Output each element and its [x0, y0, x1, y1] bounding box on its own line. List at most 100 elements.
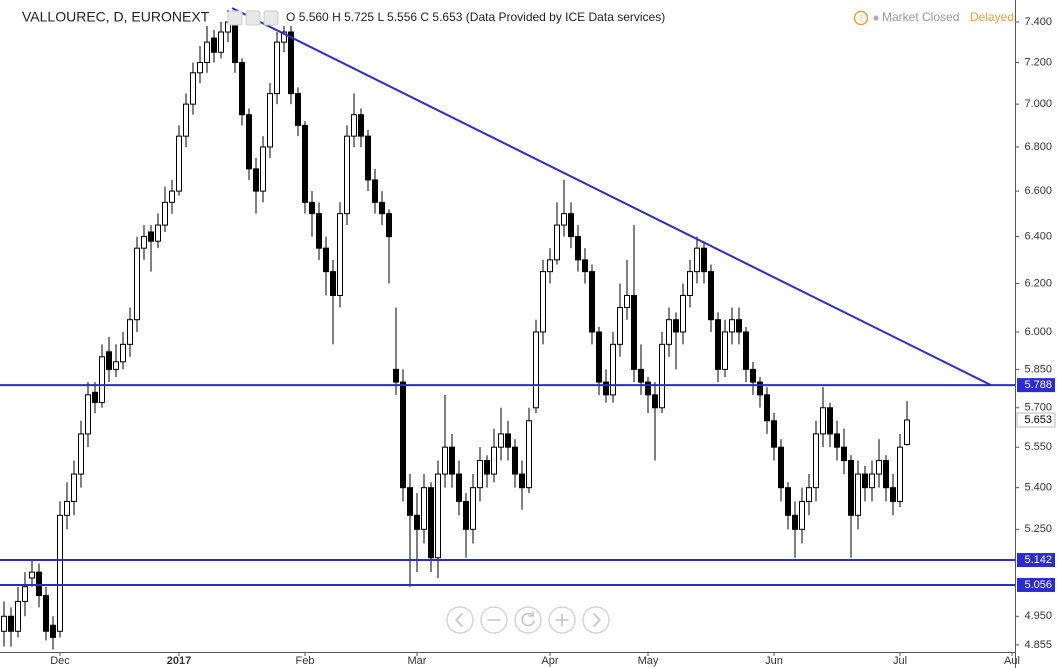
y-tick-label: 5.850 — [1024, 363, 1052, 375]
level-tag — [1017, 378, 1055, 393]
plot-area — [0, 7, 1015, 650]
candle-body — [547, 259, 553, 273]
candle-body — [659, 343, 665, 409]
navigation-buttons — [446, 606, 610, 634]
x-tick-label: May — [638, 655, 659, 667]
candle-body — [155, 224, 161, 242]
y-tick-label: 6.200 — [1024, 277, 1052, 289]
candle-body — [484, 460, 490, 475]
candle-body — [673, 319, 679, 333]
y-tick-label: 7.200 — [1024, 56, 1052, 68]
candle-body — [687, 271, 693, 296]
candle-body — [239, 61, 245, 116]
open-value: 5.560 — [299, 10, 329, 24]
candle-body — [8, 615, 14, 632]
scroll-left-button[interactable] — [446, 606, 474, 634]
candle-body — [589, 271, 595, 333]
alert-icon[interactable] — [853, 10, 869, 26]
x-tick-label: Jul — [893, 655, 907, 667]
x-tick-label: Feb — [296, 655, 315, 667]
candle-body — [127, 319, 133, 345]
candle-body — [841, 446, 847, 462]
x-tick-label: Dec — [50, 655, 70, 667]
candle-body — [505, 433, 511, 448]
candle-body — [253, 168, 259, 192]
candle-body — [708, 271, 714, 321]
y-tick-label: 6.800 — [1024, 141, 1052, 153]
high-label: H — [332, 10, 341, 24]
candle-body — [477, 460, 483, 489]
y-tick-label: 6.400 — [1024, 230, 1052, 242]
reset-button[interactable] — [514, 606, 542, 634]
candle-body — [267, 93, 273, 148]
candle-body — [246, 114, 252, 170]
candle-body — [141, 236, 147, 249]
candle-body — [617, 307, 623, 345]
delayed-status: Delayed — [970, 10, 1014, 24]
candle-body — [897, 446, 903, 502]
candle-body — [407, 487, 413, 516]
scroll-right-button[interactable] — [582, 606, 610, 634]
zoom-out-button[interactable] — [480, 606, 508, 634]
x-tick-label: Mar — [408, 655, 427, 667]
candle-body — [743, 331, 749, 370]
candle-body — [764, 394, 770, 422]
candle-body — [85, 394, 91, 435]
data-source: (Data Provided by ICE Data services) — [466, 10, 665, 24]
candle-body — [792, 514, 798, 530]
level-tag-label: 5.056 — [1024, 579, 1052, 591]
candle-body — [876, 460, 882, 475]
candle-body — [715, 319, 721, 370]
candle-body — [120, 343, 126, 363]
candle-body — [393, 368, 399, 383]
candle-body — [848, 460, 854, 516]
candle-body — [400, 381, 406, 489]
candle-body — [414, 514, 420, 530]
candle-body — [729, 319, 735, 333]
candle-body — [260, 146, 266, 192]
candle-body — [680, 294, 686, 333]
zoom-in-button[interactable] — [548, 606, 576, 634]
candle-body — [330, 271, 336, 296]
candle-body — [113, 361, 119, 370]
y-tick-label: 4.950 — [1024, 610, 1052, 622]
last-price-tag — [1016, 412, 1056, 428]
y-tick-label: 4.855 — [1024, 639, 1052, 651]
y-tick-label: 5.700 — [1024, 402, 1052, 414]
level-tag-label: 5.788 — [1024, 379, 1052, 391]
candle-body — [631, 294, 637, 370]
candle-body — [337, 213, 343, 296]
candle-body — [29, 571, 35, 579]
candle-body — [904, 419, 910, 446]
candle-body — [652, 394, 658, 409]
close-value: 5.653 — [432, 10, 462, 24]
candle-body — [43, 595, 49, 632]
candle-body — [638, 368, 644, 383]
candle-body — [533, 331, 539, 409]
candle-body — [50, 624, 56, 638]
x-tick-label: 2017 — [167, 655, 191, 667]
candle-body — [666, 319, 672, 345]
candle-body — [834, 433, 840, 448]
y-tick-label: 5.250 — [1024, 523, 1052, 535]
candle-body — [386, 213, 392, 238]
candle-body — [890, 487, 896, 502]
candle-body — [449, 446, 455, 475]
chart-title: VALLOUREC, D, EURONEXT — [22, 9, 210, 25]
candle-body — [22, 586, 28, 602]
candle-body — [148, 231, 154, 242]
status-dot — [873, 15, 879, 21]
candle-body — [190, 72, 196, 105]
candle-body — [78, 433, 84, 475]
low-label: L — [377, 10, 384, 24]
candle-body — [36, 571, 42, 597]
candle-body — [309, 201, 315, 215]
candle-body — [820, 407, 826, 435]
candle-body — [106, 351, 112, 370]
candle-body — [554, 224, 560, 261]
candle-body — [491, 446, 497, 475]
candle-body — [862, 473, 868, 489]
candle-body — [701, 247, 707, 273]
